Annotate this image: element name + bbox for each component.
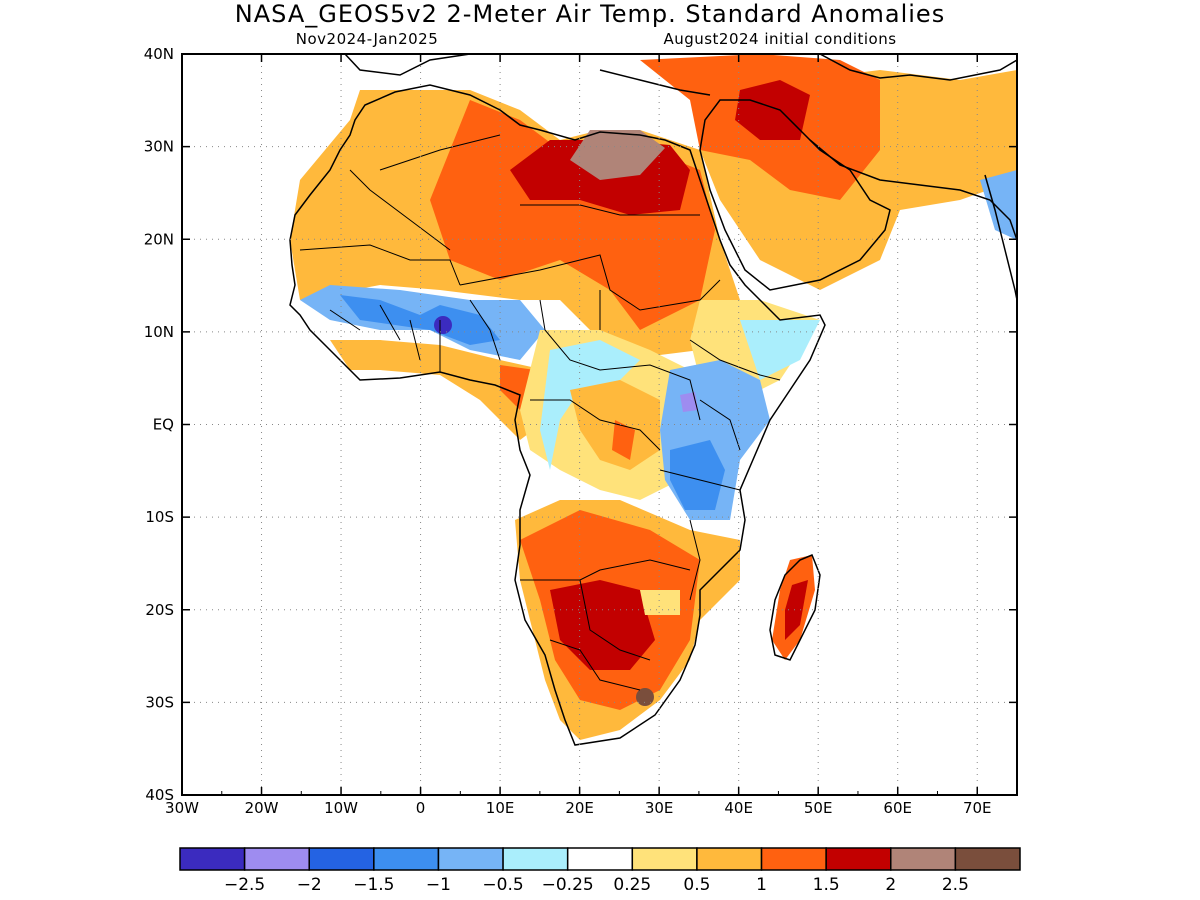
x-tick-label: 40E: [724, 799, 753, 817]
med-north-coastline: [344, 54, 711, 96]
colorbar-swatch: [373, 847, 440, 871]
shade-southern-peak: [550, 580, 655, 670]
y-axis: 40N 30N 20N 10N EQ 10S 20S 30S 40S: [144, 45, 1017, 804]
colorbar-label: −1.5: [353, 875, 394, 895]
colorbar-swatch: [566, 847, 634, 871]
x-tick-label: 10E: [486, 799, 515, 817]
colorbar-label: −0.25: [542, 875, 594, 895]
colorbar-label: 2: [885, 875, 896, 895]
shade-lesotho-peak: [636, 688, 654, 706]
colorbar-swatch: [825, 847, 892, 871]
chart-title: NASA_GEOS5v2 2-Meter Air Temp. Standard …: [235, 0, 945, 28]
colorbar-swatch: [760, 847, 827, 871]
shade-central-cool: [540, 340, 640, 470]
x-tick-label: 60E: [883, 799, 912, 817]
shade-guinea-coast: [330, 340, 560, 440]
colorbar-swatch: [502, 847, 569, 871]
border-east: [659, 339, 781, 491]
x-axis: 30W 20W 10W 0 10E 20E 30E 40E 50E 60E 70E: [165, 54, 992, 817]
y-tick-label: 30S: [145, 693, 174, 711]
colorbar-label: 1: [756, 875, 767, 895]
colorbar: −2.5 −2 −1.5 −1 −0.5 −0.25 0.25 0.5 1 1.5 2 2.5: [179, 847, 1021, 895]
colorbar-label: 0.25: [613, 875, 651, 895]
colorbar-label: −1: [426, 875, 451, 895]
shade-iraq: [735, 80, 810, 140]
x-tick-label: 10W: [324, 799, 358, 817]
shade-zambia-warm: [640, 590, 680, 615]
colorbar-label: −2.5: [224, 875, 265, 895]
black-sea-coastline: [819, 54, 1017, 81]
colorbar-swatch: [954, 847, 1021, 871]
x-tick-label: 50E: [804, 799, 833, 817]
coastlines: [289, 54, 1017, 746]
shade-lake-victoria-cool: [680, 392, 698, 412]
x-tick-label: 30W: [165, 799, 199, 817]
y-tick-label: 10S: [145, 508, 174, 526]
y-tick-label: 30N: [144, 138, 174, 156]
border-westafrica: [329, 299, 501, 372]
africa-coastline: [289, 84, 826, 746]
madagascar-coastline: [769, 554, 821, 661]
colorbar-swatch: [243, 847, 310, 871]
colorbar-swatch: [890, 847, 957, 871]
x-tick-label: 70E: [963, 799, 992, 817]
x-tick-label: 30E: [645, 799, 674, 817]
colorbar-swatch: [696, 847, 763, 871]
shade-central-hot: [612, 420, 635, 460]
shade-sahel-cool-core: [340, 295, 500, 345]
colorbar-label: 2.5: [942, 875, 969, 895]
map-area: [182, 54, 1017, 795]
colorbar-label: −2: [297, 875, 322, 895]
colorbar-label: −0.5: [482, 875, 523, 895]
border-sahel: [299, 244, 721, 311]
colorbar-label: 0.5: [683, 875, 710, 895]
chart-subtitle-init: August2024 initial conditions: [663, 30, 896, 48]
y-tick-label: 40S: [145, 786, 174, 804]
y-tick-label: EQ: [153, 416, 174, 434]
colorbar-swatch: [179, 847, 246, 871]
arabia-coastline: [699, 99, 891, 291]
chart-subtitle-period: Nov2024-Jan2025: [296, 30, 439, 48]
x-tick-label: 20W: [245, 799, 279, 817]
y-tick-label: 20N: [144, 230, 174, 248]
y-tick-label: 10N: [144, 323, 174, 341]
anomaly-shading: [290, 54, 1017, 740]
shade-tanzania-core: [670, 440, 725, 510]
y-tick-label: 40N: [144, 45, 174, 63]
colorbar-swatch: [631, 847, 698, 871]
colorbar-swatch: [437, 847, 504, 871]
colorbar-swatch: [308, 847, 375, 871]
shade-somalia-cool: [740, 320, 820, 380]
shade-madagascar-peak: [785, 580, 808, 640]
border-southern: [520, 519, 701, 691]
shade-sahel-min: [434, 316, 452, 334]
border-central: [530, 290, 701, 451]
shade-libya-peak: [570, 130, 665, 180]
y-tick-label: 20S: [145, 601, 174, 619]
border-sahara-north: [349, 134, 700, 251]
x-tick-label: 0: [416, 799, 426, 817]
iran-coastline: [809, 139, 1017, 241]
x-tick-label: 20E: [565, 799, 594, 817]
country-borders: [299, 134, 781, 691]
india-coastline: [984, 174, 1017, 301]
colorbar-label: 1.5: [813, 875, 840, 895]
